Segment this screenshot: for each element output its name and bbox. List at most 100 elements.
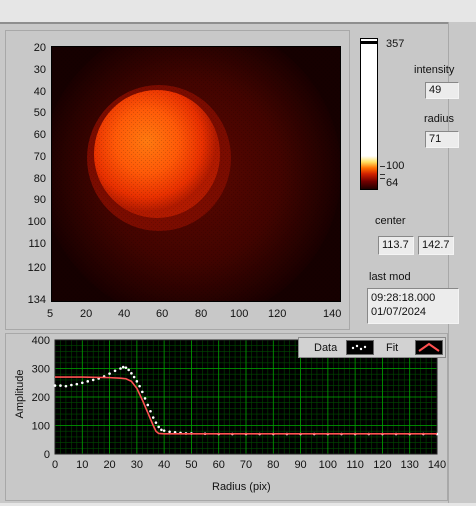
image-x-tick: 100 [230,308,249,320]
image-y-tick: 30 [33,64,46,76]
colorbar-max-marker[interactable] [361,41,377,44]
chart-x-tick: 20 [103,459,115,471]
last-mod-label: last mod [369,271,411,283]
data-point [160,428,163,432]
profile-chart[interactable]: 0 10 20 30 40 50 60 70 80 90 100 110 120 130 140 0 100 20… [0,333,448,503]
data-point [151,416,155,419]
center-x-indicator: 113.7 [378,236,414,255]
chart-x-label: Radius (pix) [212,481,271,493]
legend-fit-glyph [418,342,440,352]
data-point [127,368,130,372]
data-point [121,365,125,369]
fit-line [55,376,437,435]
chart-x-tick: 60 [213,459,225,471]
colorbar[interactable] [360,38,378,190]
chart-legend: Data Fit [298,337,446,358]
chart-y-tick: 0 [44,449,50,461]
chart-x-tick: 50 [185,459,197,471]
legend-data-glyph [351,344,367,351]
image-x-tick: 20 [80,308,93,320]
image-y-tick: 80 [33,173,46,185]
data-point [132,375,136,379]
chart-x-tick: 40 [158,459,170,471]
data-point [108,372,111,375]
beam-image[interactable] [41,21,341,321]
chart-x-tick: 70 [240,459,252,471]
image-y-tick: 134 [27,294,46,306]
image-x-tick: 140 [323,308,342,320]
chart-x-tick: 30 [131,459,143,471]
data-point [146,403,150,407]
intensity-label: intensity [414,64,455,76]
last-mod-indicator: 09:28:18.000 01/07/2024 [367,288,459,324]
colorbar-min-tick [380,178,385,179]
image-y-tick: 90 [33,194,46,206]
radius-label: radius [424,113,454,125]
image-noise [51,46,341,302]
data-point [113,369,117,373]
right-scroll-region[interactable] [448,22,476,503]
image-y-tick: 110 [28,238,46,250]
chart-x-tick: 0 [52,459,58,471]
data-point [59,384,62,387]
colorbar-min-label: 64 [386,177,399,189]
colorbar-max-label: 357 [386,38,405,50]
beam-image-svg [41,21,341,321]
image-y-tick: 70 [33,151,46,163]
top-strip [0,0,476,23]
profile-panel-frame [5,333,448,501]
chart-y-tick: 200 [32,392,50,404]
data-point [119,367,122,370]
legend-fit-label: Fit [386,342,399,354]
data-point [53,384,57,387]
last-mod-date: 01/07/2024 [371,306,427,318]
data-point [138,384,141,388]
data-point [70,383,73,387]
chart-x-tick: 10 [76,459,88,471]
image-y-tick: 20 [33,42,46,54]
data-point [86,380,90,383]
legend-fit-swatch[interactable] [415,340,443,355]
image-x-tick: 40 [118,308,131,320]
radius-indicator: 71 [425,131,459,148]
colorbar-low-tick [380,174,385,175]
chart-x-tick: 140 [428,459,446,471]
data-point [162,429,166,432]
data-point [143,397,147,400]
chart-x-tick: 100 [319,459,337,471]
image-x-tick: 5 [47,308,54,320]
colorbar-mid-label: 100 [386,160,405,172]
data-point [135,380,139,383]
image-y-tick: 60 [33,129,46,141]
data-point [141,390,144,394]
profile-chart-svg: 0 10 20 30 40 50 60 70 80 90 100 110 120 130 140 0 100 20… [32,335,447,471]
plot-border [54,339,438,455]
chart-y-label: Amplitude [14,369,26,419]
image-x-tick: 120 [268,308,287,320]
chart-x-tick: 120 [373,459,391,471]
center-label: center [375,215,406,227]
image-y-tick: 50 [33,107,46,119]
chart-x-tick: 80 [267,459,279,471]
chart-x-tick: 130 [401,459,419,471]
last-mod-time: 09:28:18.000 [371,292,436,304]
intensity-indicator: 49 [425,82,459,99]
data-point [80,381,84,385]
image-y-tick: 100 [27,216,46,228]
image-y-tick: 120 [27,262,46,274]
data-point [64,384,68,388]
chart-x-tick: 110 [346,459,364,471]
image-y-tick: 40 [33,86,46,98]
data-point [157,425,160,429]
image-x-tick: 80 [195,308,208,320]
chart-y-tick: 100 [32,421,50,433]
image-panel-frame [5,30,350,330]
data-point [168,430,171,434]
data-point [154,421,158,424]
legend-data-swatch[interactable] [346,340,374,355]
data-point [130,372,133,375]
legend-data-label: Data [314,342,338,354]
data-point [75,382,79,386]
center-y-indicator: 142.7 [418,236,454,255]
image-border [51,46,341,302]
